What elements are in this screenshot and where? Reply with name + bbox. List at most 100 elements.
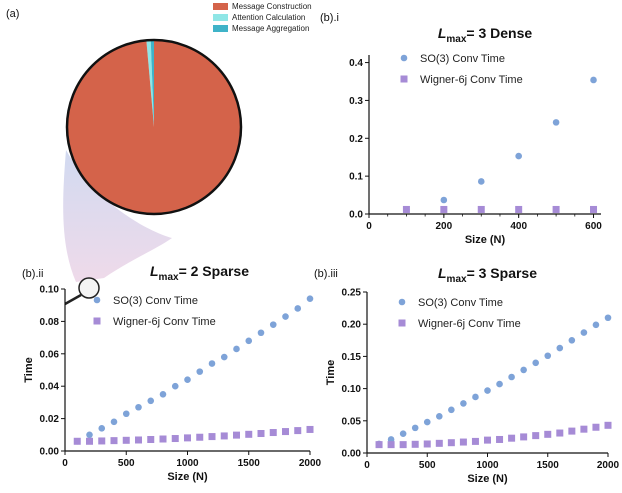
legend-marker-so3 (400, 54, 408, 62)
data-point-wigner (411, 440, 419, 448)
magnifier-cone (63, 150, 172, 282)
y-tick-label: 0.2 (349, 134, 363, 145)
x-tick-label: 600 (585, 221, 602, 232)
y-tick-label: 0.02 (40, 414, 60, 425)
x-tick-label: 400 (510, 221, 527, 232)
data-point-so3 (477, 178, 485, 185)
y-axis-title: Time (325, 360, 337, 385)
chart-b-i: (b).i Lmax= 3 Dense 0 200 400 600 0.0 0.1 0.2 0.3… (320, 12, 602, 246)
data-point-wigner (86, 437, 93, 445)
chart-title: Lmax= 3 Sparse (438, 265, 537, 285)
data-point-wigner (220, 432, 228, 440)
data-point-wigner (245, 430, 253, 438)
pie-outline (65, 38, 243, 216)
data-point-wigner (208, 433, 216, 441)
magnifier-lens-icon (78, 277, 100, 299)
chart-b-ii: (b).ii Lmax= 2 Sparse 0 500 1000 1500 2000 0.00… (22, 263, 322, 483)
y-tick-label: 0.08 (40, 317, 60, 328)
data-point-wigner (184, 434, 191, 442)
x-tick-label: 1500 (238, 458, 261, 469)
y-tick-label: 0.06 (40, 349, 60, 360)
y-tick-label: 0.3 (349, 96, 363, 107)
data-point-wigner (110, 437, 118, 445)
pie-slices (67, 40, 241, 215)
x-tick-label: 500 (419, 460, 436, 471)
data-point-so3 (122, 410, 130, 418)
data-point-wigner (484, 436, 491, 444)
data-point-so3 (472, 393, 479, 401)
data-point-so3 (306, 295, 314, 303)
data-point-so3 (245, 337, 253, 345)
chart-title: Lmax= 3 Dense (438, 25, 533, 45)
data-point-wigner (73, 437, 81, 445)
data-point-so3 (171, 382, 179, 390)
chart-title-rest: = 3 Dense (466, 25, 532, 41)
magnifier-handle-icon (64, 293, 82, 306)
pie-slice-attention-calculation (146, 40, 154, 128)
x-tick-label: 200 (435, 221, 452, 232)
data-point-wigner (604, 421, 612, 429)
data-point-so3 (257, 329, 265, 337)
pie-legend-swatch (213, 3, 228, 10)
data-point-so3 (496, 380, 503, 388)
data-point-so3 (135, 403, 142, 411)
data-point-so3 (568, 337, 576, 344)
data-point-so3 (196, 368, 204, 375)
data-point-wigner (122, 436, 130, 444)
data-point-wigner (269, 429, 277, 437)
panel-label: (b).iii (314, 268, 338, 280)
y-tick-label: 0.04 (40, 382, 60, 393)
x-axis-title: Size (N) (167, 471, 208, 483)
data-point-so3 (532, 359, 539, 367)
legend-label: Wigner-6j Conv Time (420, 74, 523, 86)
data-point-wigner (580, 425, 588, 433)
data-point-so3 (208, 360, 216, 367)
data-point-so3 (460, 400, 467, 407)
legend-label: SO(3) Conv Time (113, 295, 198, 307)
pie-legend-label: Attention Calculation (232, 13, 305, 22)
data-point-so3 (399, 430, 407, 437)
x-tick-label: 1000 (476, 460, 499, 471)
y-tick-label: 0.00 (342, 449, 362, 460)
chart-title-rest: = 3 Sparse (467, 265, 538, 281)
chart-title-main: L (438, 25, 447, 41)
x-tick-label: 500 (118, 458, 135, 469)
data-point-so3 (484, 387, 491, 394)
data-point-wigner (556, 429, 564, 437)
data-point-so3 (233, 345, 240, 353)
x-tick-label: 1500 (537, 460, 560, 471)
data-point-wigner (471, 437, 479, 445)
pie-slice-message-construction (67, 40, 241, 215)
data-point-wigner (590, 205, 598, 213)
y-tick-label: 0.10 (342, 384, 362, 395)
pie-slice-message-aggregation (150, 40, 154, 127)
data-point-wigner (233, 431, 240, 439)
panel-label-a: (a) (6, 8, 19, 20)
y-tick-label: 0.00 (40, 447, 60, 458)
y-tick-label: 0.1 (349, 172, 363, 183)
data-point-wigner (387, 441, 395, 449)
data-point-so3 (436, 412, 443, 420)
y-tick-label: 0.10 (40, 285, 60, 296)
pie-legend-label: Message Construction (232, 2, 312, 11)
data-point-so3 (423, 418, 431, 426)
data-point-wigner (135, 436, 142, 444)
data-point-wigner (399, 441, 407, 449)
data-point-wigner (282, 428, 289, 436)
data-point-wigner (294, 427, 302, 435)
legend-label: Wigner-6j Conv Time (418, 318, 521, 330)
data-point-wigner (171, 435, 179, 443)
data-point-so3 (448, 406, 455, 414)
data-point-so3 (590, 76, 597, 84)
data-point-wigner (98, 437, 106, 445)
chart-title-subscript: max (446, 34, 466, 45)
data-point-wigner (435, 439, 443, 447)
data-point-wigner (515, 205, 523, 213)
chart-b-iii: (b).iii Lmax= 3 Sparse 0 500 1000 1500 2000 0.0… (314, 265, 620, 485)
y-axis-title: Time (23, 357, 35, 382)
data-point-wigner (147, 435, 155, 443)
x-tick-label: 0 (62, 458, 68, 469)
x-tick-label: 1000 (176, 458, 199, 469)
data-point-so3 (552, 119, 560, 126)
